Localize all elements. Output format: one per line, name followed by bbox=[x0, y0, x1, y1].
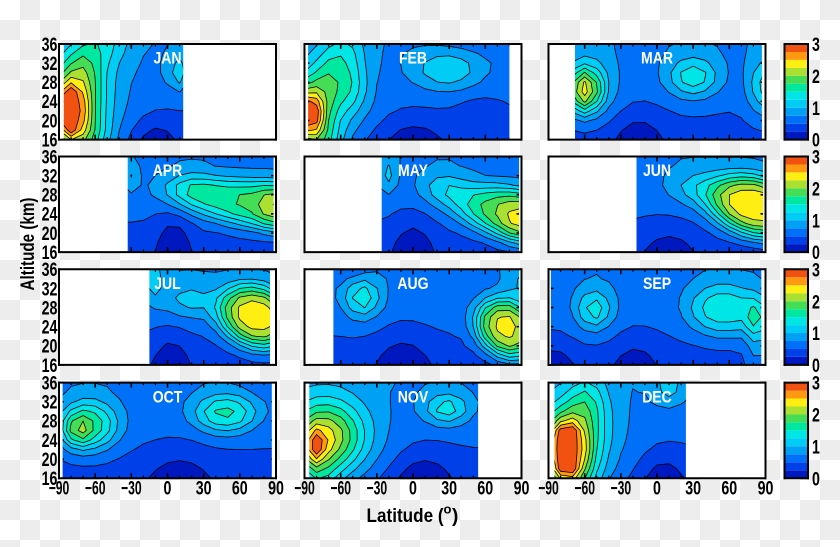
svg-text:30: 30 bbox=[685, 479, 701, 500]
svg-text:36: 36 bbox=[42, 147, 58, 168]
svg-text:24: 24 bbox=[42, 318, 58, 339]
svg-text:28: 28 bbox=[42, 186, 58, 207]
svg-text:24: 24 bbox=[42, 205, 58, 226]
svg-text:0: 0 bbox=[812, 356, 820, 377]
svg-text:−30: −30 bbox=[121, 479, 142, 500]
svg-text:32: 32 bbox=[42, 54, 58, 75]
svg-text:−90: −90 bbox=[294, 479, 315, 500]
svg-text:−90: −90 bbox=[538, 479, 559, 500]
svg-text:0: 0 bbox=[409, 479, 417, 500]
svg-text:32: 32 bbox=[42, 279, 58, 300]
svg-text:JAN: JAN bbox=[153, 50, 181, 68]
svg-text:16: 16 bbox=[42, 131, 58, 152]
svg-text:28: 28 bbox=[42, 412, 58, 433]
svg-text:OCT: OCT bbox=[153, 388, 183, 406]
svg-text:0: 0 bbox=[812, 469, 820, 490]
svg-text:o: o bbox=[444, 501, 452, 516]
svg-text:20: 20 bbox=[42, 111, 58, 132]
svg-text:60: 60 bbox=[232, 479, 248, 500]
svg-text:MAR: MAR bbox=[641, 50, 673, 68]
svg-text:0: 0 bbox=[653, 479, 661, 500]
svg-text:−60: −60 bbox=[330, 479, 351, 500]
svg-text:AUG: AUG bbox=[397, 275, 428, 293]
svg-text:APR: APR bbox=[153, 162, 183, 180]
svg-text:Latitude (: Latitude ( bbox=[367, 506, 445, 527]
svg-text:24: 24 bbox=[42, 92, 58, 113]
svg-text:0: 0 bbox=[812, 243, 820, 264]
svg-text:60: 60 bbox=[721, 479, 737, 500]
svg-text:JUL: JUL bbox=[154, 275, 181, 293]
svg-text:36: 36 bbox=[42, 374, 58, 395]
svg-text:Altitude (km): Altitude (km) bbox=[18, 198, 39, 291]
svg-text:90: 90 bbox=[514, 479, 530, 500]
svg-text:0: 0 bbox=[812, 131, 820, 152]
svg-text:32: 32 bbox=[42, 167, 58, 188]
svg-text:60: 60 bbox=[477, 479, 493, 500]
svg-text:3: 3 bbox=[812, 374, 820, 395]
svg-text:2: 2 bbox=[812, 292, 820, 313]
svg-text:36: 36 bbox=[42, 35, 58, 56]
svg-text:36: 36 bbox=[42, 260, 58, 281]
svg-text:28: 28 bbox=[42, 73, 58, 94]
svg-text:1: 1 bbox=[812, 437, 820, 458]
svg-text:30: 30 bbox=[441, 479, 457, 500]
svg-text:0: 0 bbox=[164, 479, 172, 500]
svg-text:2: 2 bbox=[812, 180, 820, 201]
svg-text:MAY: MAY bbox=[398, 162, 428, 180]
svg-text:DEC: DEC bbox=[642, 388, 672, 406]
svg-text:3: 3 bbox=[812, 260, 820, 281]
svg-text:−60: −60 bbox=[574, 479, 595, 500]
svg-text:): ) bbox=[452, 506, 458, 527]
svg-text:1: 1 bbox=[812, 99, 820, 120]
svg-text:−90: −90 bbox=[49, 479, 70, 500]
svg-text:2: 2 bbox=[812, 67, 820, 88]
svg-text:20: 20 bbox=[42, 224, 58, 245]
svg-text:24: 24 bbox=[42, 431, 58, 452]
svg-text:JUN: JUN bbox=[643, 162, 671, 180]
svg-text:−30: −30 bbox=[367, 479, 388, 500]
svg-text:20: 20 bbox=[42, 337, 58, 358]
svg-text:2: 2 bbox=[812, 406, 820, 427]
svg-text:16: 16 bbox=[42, 469, 58, 490]
svg-text:16: 16 bbox=[42, 356, 58, 377]
svg-text:32: 32 bbox=[42, 393, 58, 414]
svg-text:30: 30 bbox=[196, 479, 212, 500]
svg-text:16: 16 bbox=[42, 243, 58, 264]
svg-text:SEP: SEP bbox=[643, 275, 671, 293]
svg-text:FEB: FEB bbox=[399, 50, 427, 68]
svg-text:28: 28 bbox=[42, 298, 58, 319]
svg-text:90: 90 bbox=[758, 479, 774, 500]
svg-text:90: 90 bbox=[268, 479, 284, 500]
svg-text:−30: −30 bbox=[611, 479, 632, 500]
svg-text:−60: −60 bbox=[85, 479, 106, 500]
svg-text:1: 1 bbox=[812, 211, 820, 232]
svg-text:3: 3 bbox=[812, 35, 820, 56]
svg-text:1: 1 bbox=[812, 324, 820, 345]
svg-text:20: 20 bbox=[42, 450, 58, 471]
svg-text:3: 3 bbox=[812, 148, 820, 169]
svg-text:NOV: NOV bbox=[398, 388, 428, 406]
